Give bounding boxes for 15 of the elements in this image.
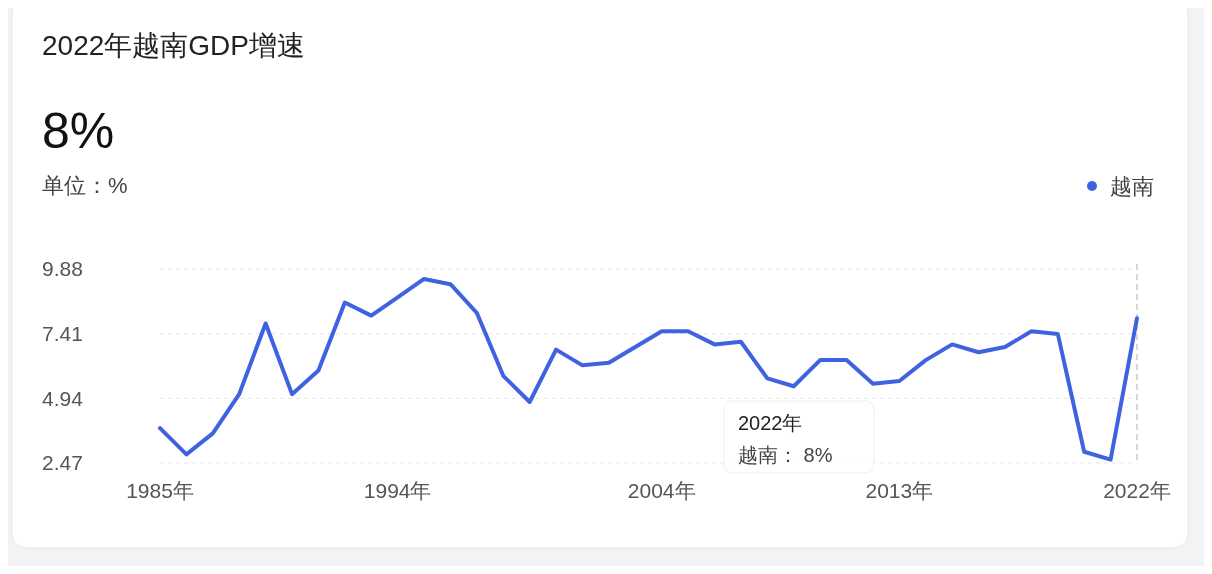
x-tick-label: 2004年 (627, 479, 696, 502)
x-tick-label: 2022年 (1103, 479, 1171, 502)
x-tick-label: 2013年 (865, 479, 934, 502)
legend-label: 越南 (1110, 174, 1154, 199)
chart-title: 2022年越南GDP增速 (42, 30, 305, 61)
chart-subtitle: 8% (42, 103, 115, 159)
x-tick-label: 1994年 (363, 479, 432, 502)
y-axis-title: 单位：% (42, 173, 128, 198)
y-tick-label: 4.94 (42, 386, 84, 410)
y-tick-label: 2.47 (42, 451, 83, 475)
y-tick-label: 7.41 (42, 322, 83, 346)
y-tick-label: 9.88 (42, 257, 83, 281)
x-tick-label: 1985年 (126, 479, 194, 502)
annotation: 2022年 (738, 412, 803, 434)
annotation: 越南： 8% (738, 444, 833, 466)
